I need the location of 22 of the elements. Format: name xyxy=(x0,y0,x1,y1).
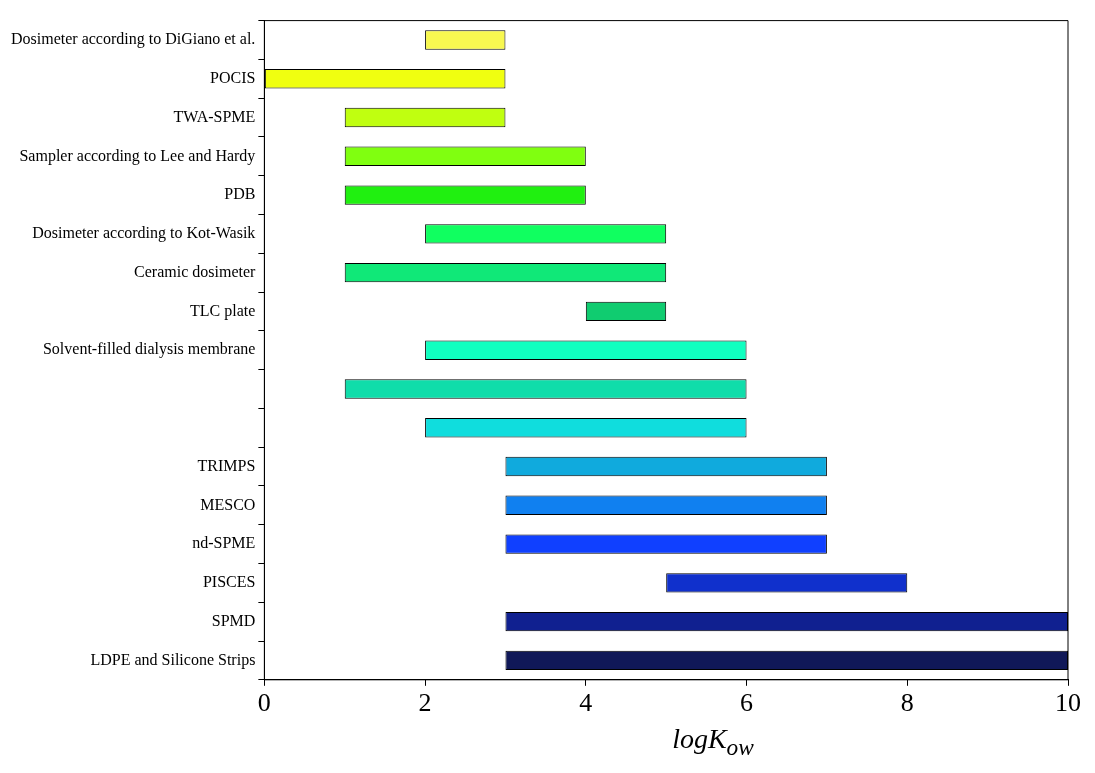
x-tick-label: 8 xyxy=(900,688,914,718)
y-tick-label: Ceramic dosimeter xyxy=(134,262,257,280)
y-tick-label: Dosimeter according to Kot-Wasik xyxy=(32,224,256,243)
y-tick-label: nd-SPME xyxy=(192,534,256,552)
y-tick-label: TWA-SPME xyxy=(173,107,256,125)
y-tick-label: POCIS xyxy=(210,68,256,86)
x-tick-label: 2 xyxy=(418,688,432,718)
y-tick-label: MESCO xyxy=(200,495,256,513)
y-tick-label: Dosimeter according to DiGiano et al. xyxy=(10,30,256,49)
y-tick-label: PISCES xyxy=(202,573,256,591)
y-tick-label: Solvent-filled dialysis membrane xyxy=(42,340,256,359)
y-tick-label: TLC plate xyxy=(190,301,256,320)
y-tick-label: TRIMPS xyxy=(197,456,256,474)
x-tick-label: 6 xyxy=(740,688,754,718)
x-tick-label: 10 xyxy=(1055,688,1081,718)
y-tick-label: PDB xyxy=(224,185,256,203)
y-tick-label: LDPE and Silicone Strips xyxy=(90,650,256,669)
x-axis-title: logK$_{ow}$ xyxy=(671,723,755,761)
y-tick-label: SPMD xyxy=(211,611,256,629)
x-tick-label: 4 xyxy=(579,688,593,718)
x-tick-label: 0 xyxy=(257,688,271,718)
y-tick-label: Sampler according to Lee and Hardy xyxy=(19,146,256,165)
